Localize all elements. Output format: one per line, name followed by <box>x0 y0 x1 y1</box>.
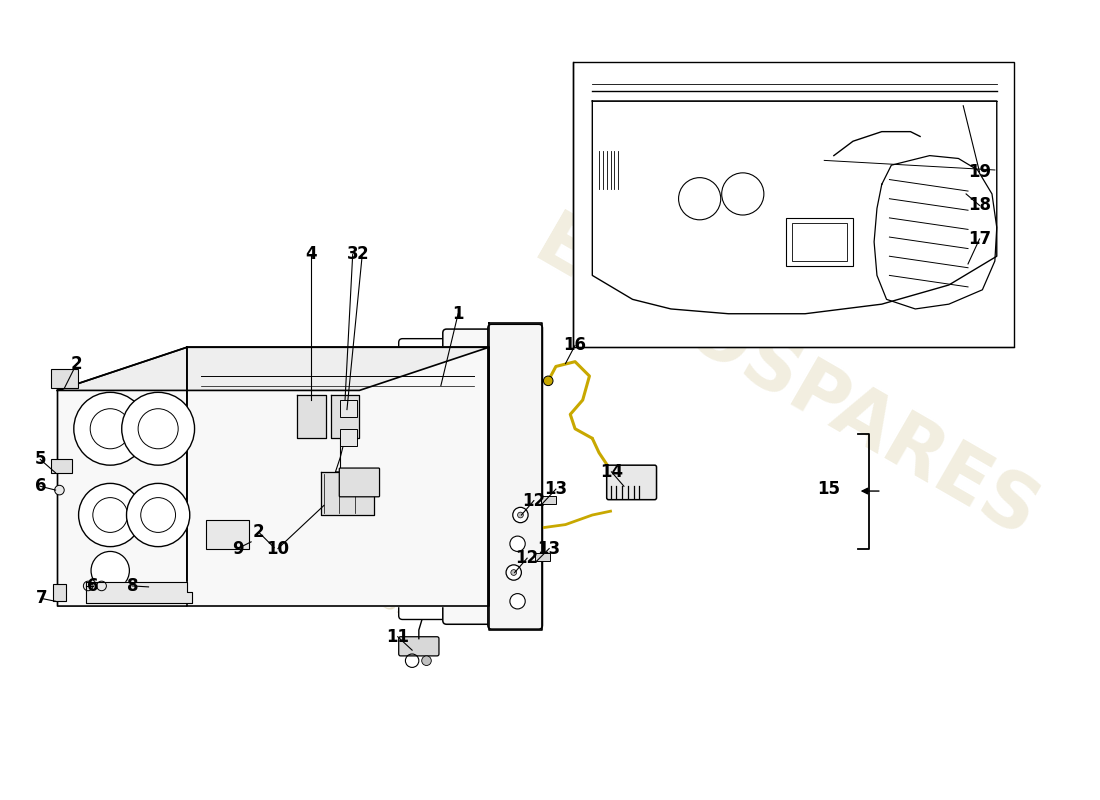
Text: 16: 16 <box>563 336 586 354</box>
FancyBboxPatch shape <box>398 637 439 656</box>
Text: 9: 9 <box>232 539 243 558</box>
Text: 17: 17 <box>968 230 991 248</box>
Bar <box>573 62 1014 347</box>
FancyBboxPatch shape <box>443 329 494 624</box>
Bar <box>540 496 556 503</box>
FancyBboxPatch shape <box>607 465 657 500</box>
Text: 14: 14 <box>600 463 623 481</box>
Polygon shape <box>57 347 488 390</box>
Polygon shape <box>331 395 360 438</box>
Bar <box>51 459 72 473</box>
Circle shape <box>122 392 195 465</box>
Text: 18: 18 <box>968 197 991 214</box>
Text: 15: 15 <box>817 480 840 498</box>
Text: 12: 12 <box>522 492 546 510</box>
Text: a passion for: a passion for <box>180 474 356 575</box>
Circle shape <box>126 483 190 546</box>
Text: 13: 13 <box>538 539 561 558</box>
FancyBboxPatch shape <box>339 468 380 497</box>
Bar <box>53 584 66 602</box>
Text: autos since 1985: autos since 1985 <box>194 501 420 626</box>
Bar <box>340 400 358 418</box>
Circle shape <box>506 565 521 580</box>
Text: 11: 11 <box>386 628 409 646</box>
Bar <box>206 520 250 549</box>
Circle shape <box>421 656 431 666</box>
Circle shape <box>84 581 94 590</box>
Bar <box>792 222 847 261</box>
Polygon shape <box>86 582 191 603</box>
Text: 3: 3 <box>346 246 359 263</box>
Text: 2: 2 <box>356 246 369 263</box>
Circle shape <box>518 512 524 518</box>
Circle shape <box>74 392 146 465</box>
Bar <box>51 370 78 389</box>
Text: 5: 5 <box>34 450 46 469</box>
Circle shape <box>510 570 517 575</box>
Circle shape <box>510 594 525 609</box>
Bar <box>535 554 550 561</box>
Circle shape <box>91 551 130 590</box>
Text: 12: 12 <box>516 549 539 567</box>
Polygon shape <box>297 395 326 438</box>
Circle shape <box>97 581 107 590</box>
Polygon shape <box>321 472 374 515</box>
Text: 8: 8 <box>126 577 138 595</box>
Text: 7: 7 <box>35 590 47 607</box>
Bar <box>785 218 852 266</box>
Polygon shape <box>488 323 541 630</box>
Text: 2: 2 <box>253 523 265 542</box>
Circle shape <box>55 486 64 495</box>
Polygon shape <box>187 347 488 606</box>
Text: 13: 13 <box>544 480 568 498</box>
Polygon shape <box>57 347 187 606</box>
Bar <box>340 429 358 446</box>
Text: 1: 1 <box>452 305 464 322</box>
Text: 10: 10 <box>266 539 289 558</box>
Circle shape <box>513 507 528 522</box>
Text: 6: 6 <box>87 577 99 595</box>
Text: EUROSPARES: EUROSPARES <box>521 207 1050 554</box>
Text: 19: 19 <box>968 163 991 181</box>
FancyBboxPatch shape <box>487 324 542 629</box>
Circle shape <box>543 376 553 386</box>
Text: 6: 6 <box>34 478 46 495</box>
FancyBboxPatch shape <box>398 338 450 619</box>
Circle shape <box>78 483 142 546</box>
Text: 2: 2 <box>70 354 82 373</box>
Text: 4: 4 <box>306 246 317 263</box>
Circle shape <box>510 536 525 551</box>
